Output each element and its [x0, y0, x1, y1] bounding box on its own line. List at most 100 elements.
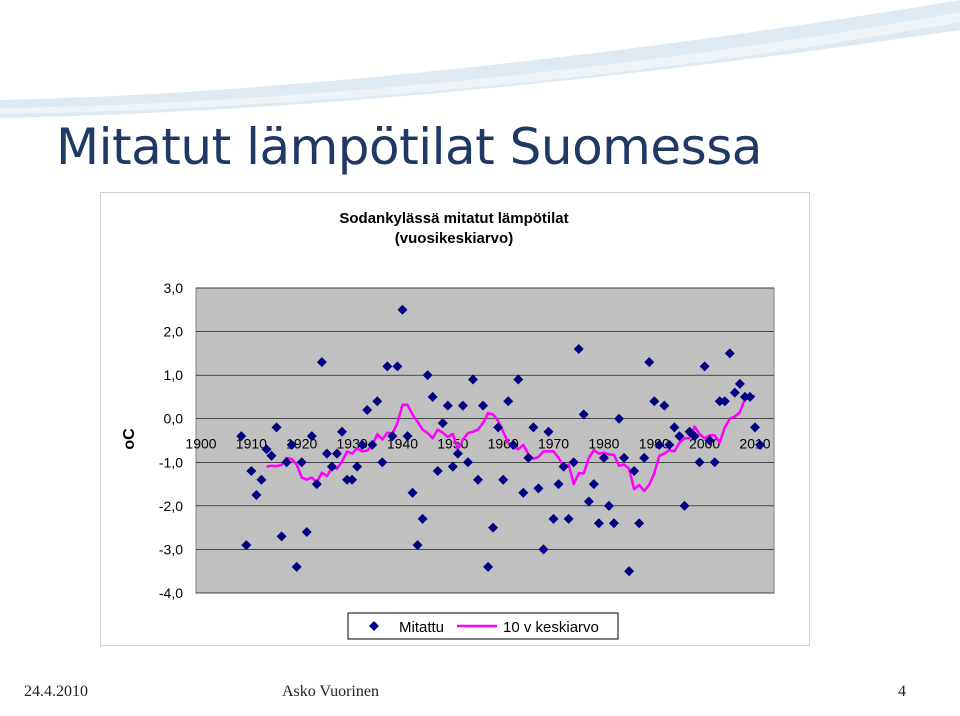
y-tick-label: -1,0	[159, 454, 183, 470]
data-point-mitattu	[236, 431, 247, 442]
x-tick-label: 1910	[236, 436, 267, 452]
data-point-mitattu	[639, 452, 650, 463]
data-point-mitattu	[724, 348, 735, 359]
data-point-mitattu	[714, 396, 725, 407]
data-point-mitattu	[614, 413, 625, 424]
chart-frame: Sodankylässä mitatut lämpötilat (vuosikes…	[100, 192, 810, 646]
y-tick-label: -2,0	[159, 498, 183, 514]
data-point-mitattu	[578, 409, 589, 420]
data-point-mitattu	[513, 374, 524, 385]
page-number: 4	[898, 683, 906, 700]
data-point-mitattu	[372, 396, 383, 407]
data-point-mitattu	[291, 561, 302, 572]
x-tick-label: 1970	[538, 436, 569, 452]
legend-label-mitattu: Mitattu	[399, 619, 444, 636]
data-point-mitattu	[679, 500, 690, 511]
data-point-mitattu	[407, 487, 418, 498]
data-point-mitattu	[286, 439, 297, 450]
data-point-mitattu	[478, 400, 489, 411]
data-point-mitattu	[246, 466, 257, 476]
background-swoosh	[0, 0, 960, 118]
data-point-mitattu	[674, 431, 685, 442]
y-tick-label: 1,0	[164, 367, 184, 383]
data-point-mitattu	[483, 561, 494, 572]
x-tick-label: 1980	[588, 436, 619, 452]
data-point-mitattu	[447, 461, 458, 472]
data-point-mitattu	[493, 422, 504, 433]
data-point-mitattu	[603, 500, 614, 511]
data-point-mitattu	[457, 400, 468, 411]
x-tick-label: 1990	[639, 436, 670, 452]
data-point-mitattu	[654, 439, 665, 450]
data-point-mitattu	[301, 527, 312, 537]
legend-marker-mitattu	[369, 621, 379, 631]
data-point-mitattu	[624, 566, 635, 577]
data-point-mitattu	[664, 439, 675, 450]
data-point-mitattu	[362, 405, 373, 415]
data-point-mitattu	[251, 489, 262, 500]
data-point-mitattu	[326, 461, 337, 472]
data-point-mitattu	[608, 518, 619, 529]
data-point-mitattu	[432, 466, 443, 476]
data-point-mitattu	[337, 426, 348, 437]
y-tick-label: 3,0	[164, 280, 184, 296]
data-point-mitattu	[352, 461, 363, 472]
data-point-mitattu	[316, 357, 327, 368]
x-tick-label: 1950	[437, 436, 468, 452]
data-point-mitattu	[518, 487, 529, 498]
data-point-mitattu	[488, 522, 499, 533]
data-point-mitattu	[331, 448, 342, 459]
data-point-mitattu	[266, 450, 277, 461]
data-point-mitattu	[498, 474, 509, 485]
data-point-mitattu	[694, 457, 705, 468]
data-point-mitattu	[387, 431, 398, 442]
legend-label-10v-keskiarvo: 10 v keskiarvo	[503, 619, 599, 636]
y-axis-label: oC	[121, 428, 138, 450]
x-tick-label: 1940	[387, 436, 418, 452]
chart-subtitle: (vuosikeskiarvo)	[395, 230, 513, 247]
data-point-mitattu	[241, 540, 252, 551]
data-point-mitattu	[619, 452, 630, 463]
data-point-mitattu	[276, 531, 287, 542]
data-point-mitattu	[538, 544, 549, 555]
data-point-mitattu	[543, 426, 554, 437]
data-point-mitattu	[644, 357, 655, 368]
x-tick-label: 1900	[185, 436, 216, 452]
data-point-mitattu	[311, 479, 322, 490]
data-point-mitattu	[558, 461, 569, 472]
data-point-mitattu	[357, 439, 368, 450]
data-point-mitattu	[629, 466, 640, 476]
data-point-mitattu	[573, 344, 584, 354]
data-point-mitattu	[750, 422, 760, 433]
y-tick-label: -3,0	[159, 541, 183, 557]
data-point-mitattu	[649, 396, 660, 407]
data-point-mitattu	[417, 513, 428, 524]
data-point-mitattu	[669, 422, 680, 433]
data-point-mitattu	[533, 483, 544, 494]
data-point-mitattu	[402, 431, 413, 442]
data-point-mitattu	[699, 361, 710, 372]
data-point-mitattu	[382, 361, 393, 372]
data-point-mitattu	[452, 448, 463, 459]
temperature-chart: Sodankylässä mitatut lämpötilat (vuosikes…	[121, 210, 775, 640]
swoosh-band	[0, 0, 960, 118]
data-point-mitattu	[321, 448, 332, 459]
data-point-mitattu	[397, 304, 408, 315]
data-point-mitattu	[634, 518, 645, 529]
data-point-mitattu	[553, 479, 564, 490]
data-point-mitattu	[342, 474, 353, 485]
x-tick-label: 2010	[739, 436, 770, 452]
data-point-mitattu	[306, 431, 317, 442]
data-point-mitattu	[689, 431, 700, 442]
data-point-mitattu	[548, 513, 559, 524]
data-point-mitattu	[528, 422, 539, 433]
data-point-mitattu	[347, 474, 358, 485]
data-point-mitattu	[367, 439, 378, 450]
footer-date: 24.4.2010	[24, 683, 88, 700]
data-point-mitattu	[659, 400, 670, 411]
data-point-mitattu	[523, 452, 534, 463]
data-point-mitattu	[467, 374, 478, 385]
data-point-mitattu	[583, 496, 594, 507]
data-point-mitattu	[271, 422, 282, 433]
data-point-mitattu	[719, 396, 730, 407]
